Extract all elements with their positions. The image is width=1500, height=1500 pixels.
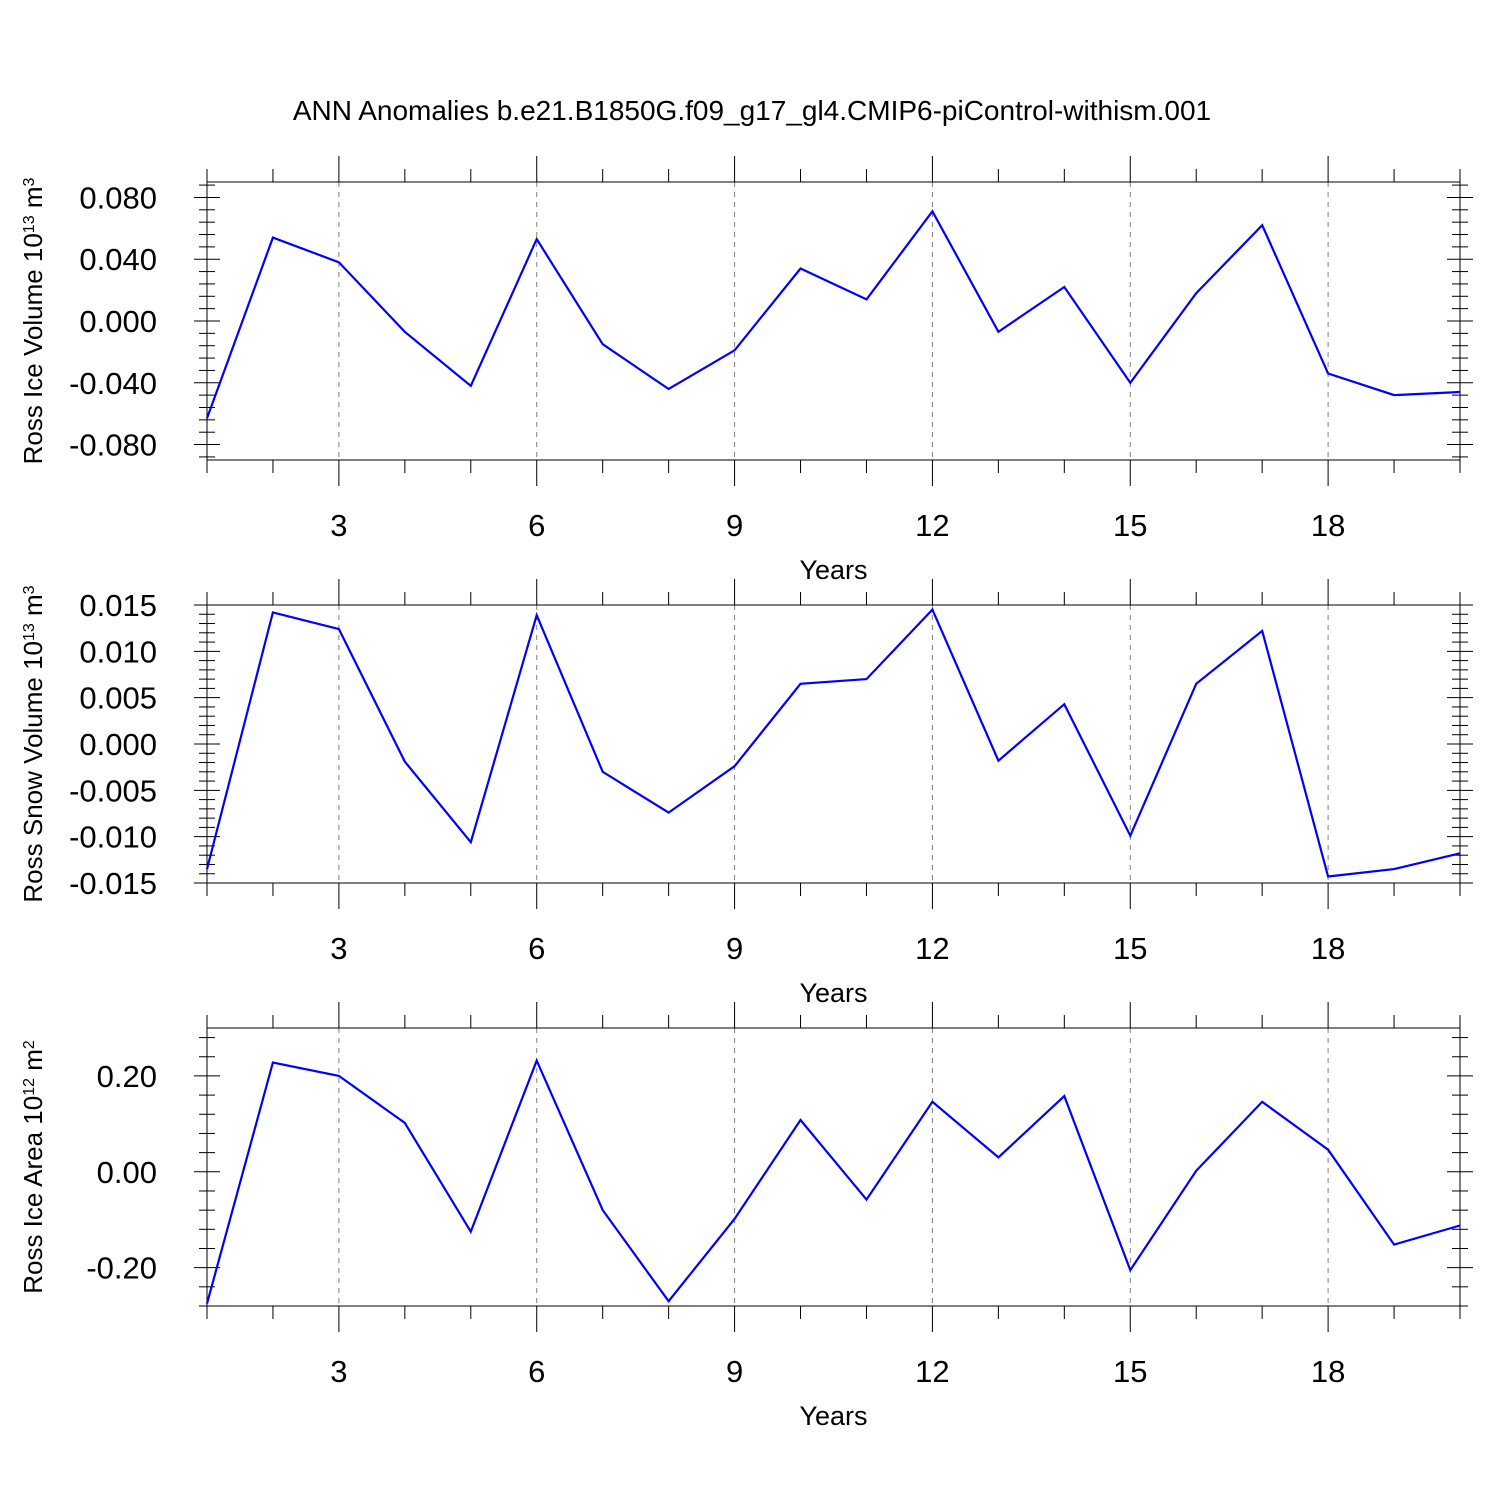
- y-axis-label: Ross Ice Volume 1013 m3: [18, 177, 48, 464]
- y-tick-label: 0.040: [79, 242, 157, 277]
- x-axis-label: Years: [799, 1401, 867, 1431]
- y-tick-label: 0.000: [79, 727, 157, 762]
- y-axis-label-part: Ross Snow Volume 10: [18, 641, 48, 903]
- y-axis-label-exponent: 13: [21, 215, 38, 233]
- y-axis-label-exponent: 12: [21, 1078, 38, 1096]
- panel-1: -0.080 -0.040 0.000 0.040 0.080 3 6 9 12 15 18 Year…: [18, 156, 1473, 585]
- plot-frame: [206, 181, 1461, 461]
- y-tick-label: -0.005: [69, 773, 157, 808]
- y-axis-label: Ross Snow Volume 1013 m3: [18, 585, 48, 902]
- y-axis-label-part: m: [18, 594, 48, 623]
- y-tick-label: 0.010: [79, 634, 157, 669]
- panels: -0.080 -0.040 0.000 0.040 0.080 3 6 9 12 15 18 Year…: [18, 156, 1473, 1431]
- y-tick-label: 0.00: [97, 1155, 157, 1190]
- panel-3: -0.20 0.00 0.20 3 6 9 12 15 18 Years Ross Ice Area…: [18, 1002, 1473, 1431]
- y-tick-label: 0.000: [79, 304, 157, 339]
- series-line: [205, 607, 1461, 878]
- x-tick-label: 18: [1311, 1354, 1345, 1389]
- figure-title: ANN Anomalies b.e21.B1850G.f09_g17_gl4.C…: [293, 95, 1211, 126]
- series-line: [205, 209, 1461, 419]
- y-axis-label: Ross Ice Area 1012 m2: [18, 1040, 48, 1294]
- y-tick-label: -0.010: [69, 820, 157, 855]
- y-axis-label-part: Ross Ice Area 10: [18, 1096, 48, 1294]
- y-axis-label-exponent: 2: [21, 1040, 38, 1049]
- series-line: [205, 1057, 1461, 1304]
- y-tick-label: -0.080: [69, 428, 157, 463]
- panel-2: -0.015 -0.010 -0.005 0.000 0.005 0.010 0.015 3 6…: [18, 579, 1473, 1008]
- x-tick-label: 3: [330, 508, 347, 543]
- y-axis-label-exponent: 3: [21, 585, 38, 594]
- x-tick-label: 9: [726, 931, 743, 966]
- x-tick-label: 12: [915, 1354, 949, 1389]
- x-tick-label: 15: [1113, 931, 1147, 966]
- y-axis-label-exponent: 3: [21, 177, 38, 186]
- y-axis-label-part: m: [18, 1049, 48, 1078]
- y-tick-label: -0.015: [69, 866, 157, 901]
- y-tick-label: -0.040: [69, 366, 157, 401]
- x-tick-label: 3: [330, 931, 347, 966]
- plot-frame: [206, 604, 1461, 884]
- x-axis-label: Years: [799, 978, 867, 1008]
- x-tick-label: 18: [1311, 931, 1345, 966]
- x-tick-label: 9: [726, 1354, 743, 1389]
- y-tick-label: -0.20: [86, 1251, 157, 1286]
- y-tick-label: 0.015: [79, 588, 157, 623]
- x-axis-label: Years: [799, 555, 867, 585]
- x-tick-label: 9: [726, 508, 743, 543]
- plot-frame: [206, 1027, 1461, 1307]
- x-tick-label: 3: [330, 1354, 347, 1389]
- y-tick-label: 0.080: [79, 180, 157, 215]
- y-tick-label: 0.005: [79, 681, 157, 716]
- x-tick-label: 12: [915, 931, 949, 966]
- x-tick-label: 15: [1113, 508, 1147, 543]
- x-tick-label: 18: [1311, 508, 1345, 543]
- x-tick-label: 15: [1113, 1354, 1147, 1389]
- x-tick-label: 6: [528, 931, 545, 966]
- y-axis-label-exponent: 13: [21, 623, 38, 641]
- x-tick-label: 6: [528, 1354, 545, 1389]
- y-tick-label: 0.20: [97, 1059, 157, 1094]
- y-axis-label-part: m: [18, 186, 48, 215]
- x-tick-label: 12: [915, 508, 949, 543]
- y-axis-label-part: Ross Ice Volume 10: [18, 233, 48, 464]
- x-tick-label: 6: [528, 508, 545, 543]
